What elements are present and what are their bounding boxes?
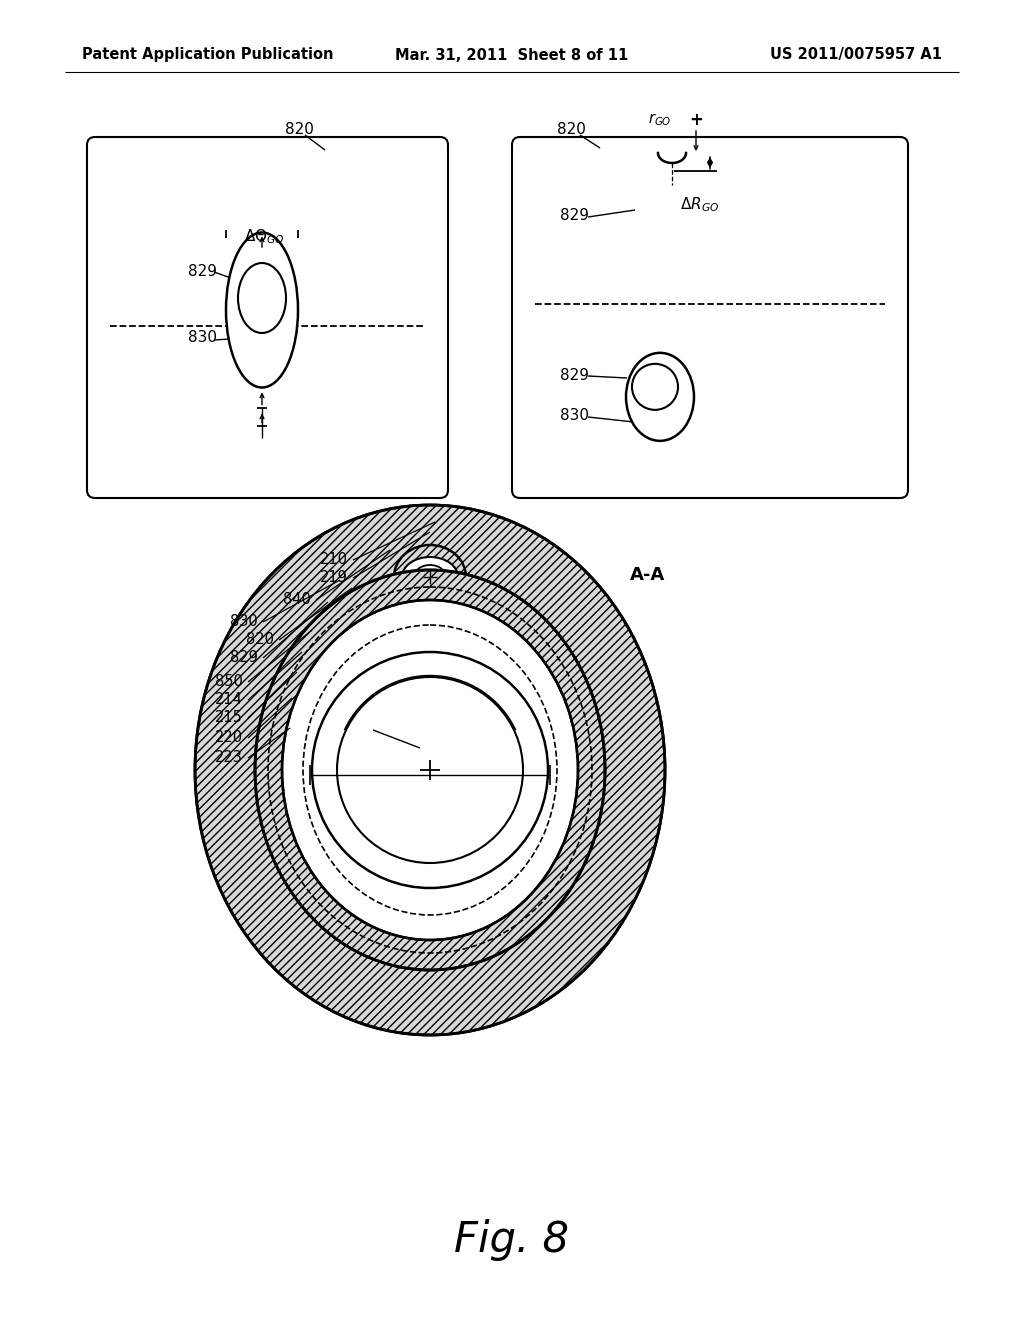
Text: A-A: A-A [630,566,666,583]
Ellipse shape [255,570,605,970]
Ellipse shape [282,601,578,940]
Text: 219: 219 [321,570,348,586]
Text: $r_{GO}$: $r_{GO}$ [648,112,672,128]
Text: Patent Application Publication: Patent Application Publication [82,48,334,62]
Ellipse shape [402,557,458,597]
Text: 820: 820 [285,123,314,137]
FancyBboxPatch shape [512,137,908,498]
Text: $\Delta R_{GO}$: $\Delta R_{GO}$ [680,195,719,214]
Text: 829: 829 [560,207,589,223]
Text: US 2011/0075957 A1: US 2011/0075957 A1 [770,48,942,62]
FancyBboxPatch shape [87,137,449,498]
Text: 820: 820 [557,123,586,137]
Text: +: + [689,111,702,129]
Text: 829: 829 [560,367,589,383]
Text: 830: 830 [560,408,589,422]
Ellipse shape [226,232,298,388]
Ellipse shape [414,565,446,589]
Ellipse shape [337,677,523,863]
Text: 822: 822 [350,721,378,735]
Text: 210: 210 [319,553,348,568]
Text: 830: 830 [230,615,258,630]
Text: Fig. 8: Fig. 8 [455,1218,569,1261]
Text: Mar. 31, 2011  Sheet 8 of 11: Mar. 31, 2011 Sheet 8 of 11 [395,48,629,62]
Text: $\Delta\Theta_{GO}$: $\Delta\Theta_{GO}$ [244,227,285,247]
Text: $\Theta_B$: $\Theta_B$ [460,788,481,808]
Text: 850: 850 [215,675,243,689]
Text: 215: 215 [215,710,243,726]
Ellipse shape [238,263,286,333]
Ellipse shape [394,545,466,609]
Ellipse shape [632,364,678,409]
Ellipse shape [195,506,665,1035]
Text: 829: 829 [188,264,217,280]
Text: 223: 223 [215,751,243,766]
Ellipse shape [626,352,694,441]
Text: 820: 820 [246,632,274,648]
Text: 830: 830 [188,330,217,345]
Text: 829: 829 [230,651,258,665]
Ellipse shape [312,652,548,888]
Text: 220: 220 [215,730,243,746]
Text: 214: 214 [215,693,243,708]
Text: 840: 840 [283,593,311,607]
